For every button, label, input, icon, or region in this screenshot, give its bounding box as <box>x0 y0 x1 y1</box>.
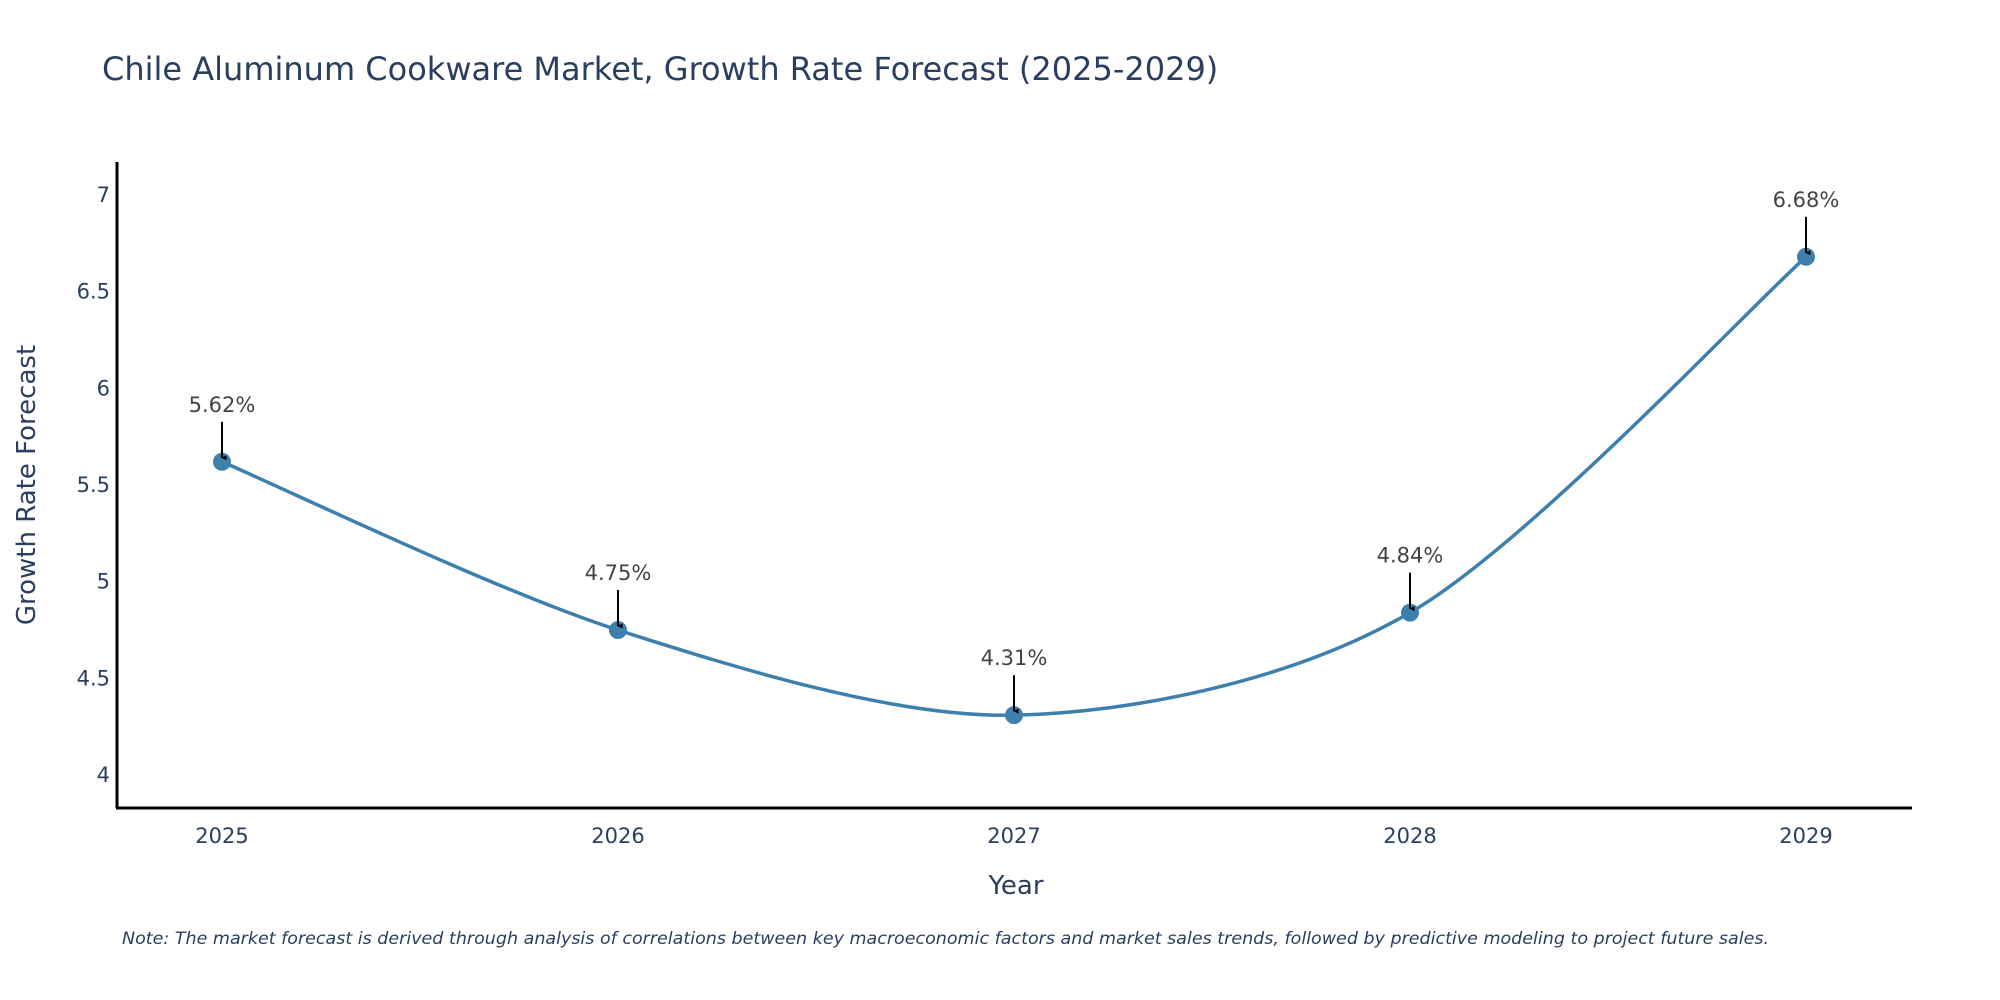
x-tick-label: 2029 <box>1779 824 1832 848</box>
y-axis-ticks: 4 4.5 5 5.5 6 6.5 7 <box>77 183 110 787</box>
data-label: 4.84% <box>1377 544 1444 568</box>
data-label: 4.31% <box>981 646 1048 670</box>
data-label: 5.62% <box>189 393 256 417</box>
data-point <box>609 621 627 640</box>
data-point <box>1005 706 1023 725</box>
data-point <box>213 452 231 471</box>
x-tick-label: 2028 <box>1383 824 1436 848</box>
footnote: Note: The market forecast is derived thr… <box>122 929 1769 949</box>
y-tick-label: 6.5 <box>77 280 110 304</box>
y-tick-label: 6 <box>97 376 110 400</box>
x-axis-title: Year <box>987 871 1043 901</box>
data-labels: 5.62% 4.75% 4.31% 4.84% 6.68% <box>189 188 1840 714</box>
y-axis-title: Growth Rate Forecast <box>12 345 42 625</box>
y-tick-label: 4.5 <box>77 666 110 690</box>
data-label: 6.68% <box>1773 188 1840 212</box>
y-tick-label: 4 <box>97 763 110 787</box>
data-label: 4.75% <box>585 561 652 585</box>
data-markers <box>213 247 1815 725</box>
y-tick-label: 5.5 <box>77 473 110 497</box>
data-point <box>1797 247 1815 266</box>
x-tick-label: 2026 <box>591 824 644 848</box>
x-tick-label: 2027 <box>987 824 1040 848</box>
x-tick-label: 2025 <box>195 824 248 848</box>
y-tick-label: 7 <box>97 183 110 207</box>
chart-title: Chile Aluminum Cookware Market, Growth R… <box>102 50 1218 88</box>
x-axis-ticks: 2025 2026 2027 2028 2029 <box>195 824 1832 848</box>
data-point <box>1401 603 1419 622</box>
y-tick-label: 5 <box>97 570 110 594</box>
